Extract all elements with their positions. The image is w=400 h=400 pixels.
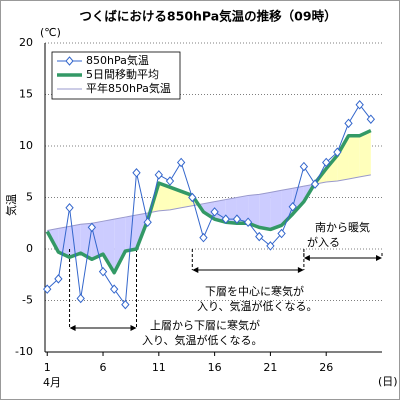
x-tick-label: 16 — [208, 361, 222, 374]
arrow-head — [303, 255, 310, 261]
anomaly-fill — [214, 199, 226, 223]
legend-label: 5日間移動平均 — [86, 67, 159, 81]
series-line — [46, 104, 372, 306]
data-point — [221, 214, 230, 224]
data-point — [87, 222, 97, 233]
data-point — [310, 179, 320, 189]
data-point — [165, 176, 175, 186]
arrow-head — [130, 325, 137, 331]
arrow-head — [69, 325, 76, 331]
y-tick-label: 0 — [26, 242, 33, 255]
anomaly-fill — [225, 197, 237, 224]
data-point — [132, 168, 141, 178]
x-tick-label: 6 — [100, 361, 107, 374]
annotation: 下層を中心に寒気が — [205, 284, 304, 298]
data-point — [121, 299, 130, 310]
y-tick-label: -10 — [15, 345, 33, 358]
annotation: 入り、気温が低くなる。 — [197, 299, 318, 313]
data-point — [143, 217, 152, 227]
annotation: 南から暖気 — [315, 220, 370, 234]
y-unit: (℃) — [40, 26, 61, 39]
data-point — [110, 284, 119, 294]
anomaly-fill — [326, 155, 338, 183]
data-point — [277, 228, 286, 239]
data-point — [54, 274, 63, 284]
x-tick-label: 1 — [44, 361, 51, 374]
anomaly-fill — [270, 190, 282, 230]
data-point — [210, 207, 219, 217]
anomaly-fill — [236, 195, 249, 224]
x-unit: (日) — [378, 375, 398, 388]
y-tick-label: -5 — [22, 294, 33, 307]
chart-title: つくばにおける850hPa気温の推移（09時） — [79, 9, 336, 24]
data-point — [366, 114, 376, 124]
data-point — [299, 161, 309, 172]
anomaly-fill — [203, 201, 215, 220]
data-point — [188, 192, 197, 203]
y-label: 気温 — [4, 194, 18, 216]
anomaly-fill — [114, 217, 126, 273]
anomaly-fill — [337, 135, 349, 182]
legend-label: 850hPa気温 — [86, 53, 149, 67]
y-tick-label: 15 — [19, 88, 33, 101]
data-point — [76, 293, 85, 304]
data-point — [154, 170, 163, 180]
y-tick-label: 10 — [19, 139, 33, 152]
legend-label: 平年850hPa気温 — [86, 81, 171, 95]
anomaly-fill — [169, 187, 182, 210]
arrow-head — [376, 255, 382, 261]
data-point — [43, 284, 52, 294]
anomaly-fill — [359, 130, 371, 177]
data-point — [266, 241, 275, 251]
data-point — [322, 157, 331, 168]
data-point — [344, 118, 353, 129]
data-point — [176, 157, 186, 168]
data-point — [65, 203, 74, 213]
y-tick-label: 5 — [26, 191, 33, 204]
x-tick-label: 26 — [319, 361, 333, 374]
anomaly-fill — [348, 135, 360, 179]
annotation: が入る — [307, 235, 340, 249]
data-point — [232, 214, 242, 224]
anomaly-fill — [103, 219, 115, 273]
anomaly-fill — [91, 221, 104, 260]
legend-marker — [65, 56, 74, 66]
data-point — [243, 217, 253, 227]
anomaly-fill — [248, 194, 260, 228]
arrow-head — [297, 267, 304, 273]
x-tick-label: 21 — [263, 361, 277, 374]
anomaly-fill — [80, 223, 92, 260]
data-point — [255, 231, 264, 242]
annotation: 入り、気温が低くなる。 — [142, 333, 263, 347]
data-point — [199, 232, 208, 243]
data-point — [98, 266, 108, 277]
data-point — [355, 100, 364, 110]
y-tick-label: 20 — [19, 36, 33, 49]
annotation: 上層から下層に寒気が — [150, 318, 260, 332]
anomaly-fill — [158, 183, 170, 211]
x-tick-label: 11 — [152, 361, 166, 374]
anomaly-fill — [259, 192, 271, 230]
data-point — [333, 147, 342, 157]
arrow-head — [192, 267, 199, 273]
month-label: 4月 — [43, 376, 61, 389]
data-point — [288, 202, 297, 212]
